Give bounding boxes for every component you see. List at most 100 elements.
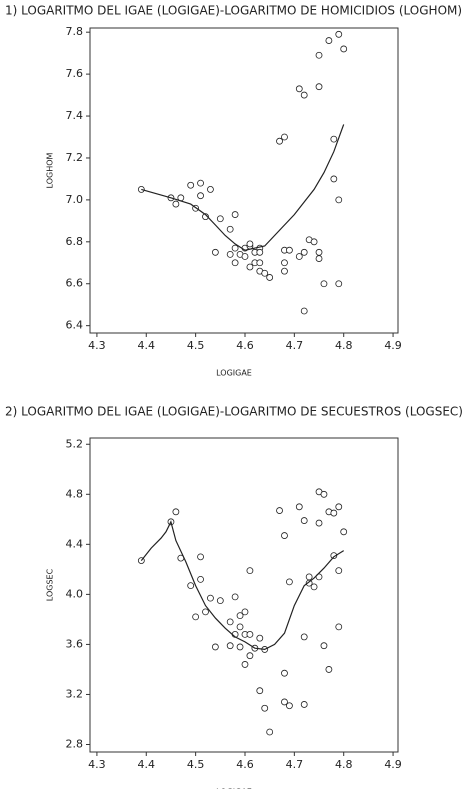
- data-point: [315, 83, 323, 91]
- data-point: [300, 517, 308, 524]
- data-point: [197, 179, 204, 187]
- data-point: [226, 642, 234, 650]
- data-point: [325, 666, 333, 673]
- data-point: [330, 509, 338, 517]
- y-tick-label: 4.0: [66, 587, 84, 600]
- data-point: [211, 643, 219, 651]
- x-axis-label: LOGIGAE: [216, 369, 252, 378]
- data-point: [172, 200, 180, 208]
- data-point: [261, 269, 269, 277]
- data-point: [295, 503, 303, 511]
- data-point: [216, 215, 224, 223]
- y-tick-label: 6.4: [66, 319, 84, 332]
- data-point: [231, 593, 239, 601]
- data-point: [256, 634, 264, 642]
- data-point: [305, 579, 313, 587]
- data-point: [300, 701, 308, 708]
- data-point: [315, 248, 323, 256]
- x-axis-label: LOGIGAE: [216, 788, 252, 789]
- x-tick-label: 4.7: [286, 758, 304, 771]
- y-tick-label: 7.2: [66, 151, 84, 164]
- data-point: [202, 213, 209, 221]
- data-point: [320, 490, 328, 498]
- x-tick-label: 4.3: [88, 339, 106, 352]
- data-point: [241, 253, 249, 260]
- data-point: [236, 643, 244, 651]
- data-point: [320, 642, 328, 650]
- x-tick-label: 4.6: [236, 339, 254, 352]
- data-point: [340, 45, 348, 53]
- data-point: [276, 507, 283, 514]
- data-point: [192, 613, 200, 621]
- data-point: [281, 267, 288, 275]
- x-tick-label: 4.4: [138, 758, 156, 771]
- y-tick-label: 7.4: [66, 109, 84, 122]
- x-tick-label: 4.6: [236, 758, 254, 771]
- data-point: [310, 583, 318, 591]
- data-point: [197, 575, 204, 583]
- y-tick-label: 6.8: [66, 235, 84, 248]
- data-point: [241, 661, 249, 668]
- plot-frame: [89, 27, 399, 334]
- data-point: [246, 567, 254, 575]
- data-point: [172, 508, 180, 516]
- data-point: [300, 633, 308, 641]
- data-point: [335, 280, 343, 288]
- data-point: [295, 253, 303, 260]
- data-point: [202, 608, 209, 616]
- data-point: [281, 669, 288, 677]
- data-point: [266, 728, 274, 736]
- data-point: [226, 250, 234, 258]
- data-point: [300, 91, 308, 99]
- data-point: [246, 631, 254, 638]
- data-point: [310, 238, 318, 246]
- y-tick-label: 2.8: [66, 737, 84, 750]
- data-point: [330, 135, 338, 143]
- data-point: [276, 137, 283, 145]
- data-point: [300, 307, 308, 315]
- data-point: [266, 274, 274, 281]
- data-point: [226, 225, 234, 233]
- chart-title: 1) LOGARITMO DEL IGAE (LOGIGAE)-LOGARITM…: [5, 4, 462, 18]
- data-point: [335, 623, 343, 631]
- data-point: [216, 597, 224, 605]
- data-point: [256, 248, 264, 256]
- y-tick-label: 3.6: [66, 637, 84, 650]
- data-point: [286, 578, 293, 586]
- data-point: [315, 519, 323, 527]
- data-point: [246, 652, 254, 660]
- data-point: [315, 255, 323, 262]
- data-point: [231, 244, 239, 252]
- x-tick-label: 4.8: [335, 758, 353, 771]
- x-tick-label: 4.3: [88, 758, 106, 771]
- data-point: [305, 573, 313, 581]
- data-point: [207, 186, 214, 193]
- smooth-line: [140, 520, 345, 651]
- data-point: [335, 30, 343, 38]
- x-tick-label: 4.8: [335, 339, 353, 352]
- data-point: [231, 211, 239, 218]
- smooth-line: [141, 124, 345, 251]
- data-point: [241, 608, 249, 616]
- data-point: [246, 263, 254, 271]
- data-point: [281, 259, 288, 267]
- data-point: [187, 181, 195, 189]
- y-tick-label: 3.2: [66, 687, 84, 700]
- x-tick-label: 4.9: [384, 758, 402, 771]
- y-tick-label: 6.6: [66, 277, 84, 290]
- data-point: [256, 259, 264, 267]
- chart-title: 2) LOGARITMO DEL IGAE (LOGIGAE)-LOGARITM…: [5, 405, 463, 419]
- data-point: [236, 623, 244, 631]
- data-point: [340, 528, 348, 536]
- data-point: [231, 259, 239, 267]
- data-point: [320, 280, 328, 288]
- data-point: [286, 702, 293, 710]
- y-axis-label: LOGHOM: [46, 152, 55, 188]
- data-point: [330, 175, 338, 183]
- data-point: [236, 612, 244, 620]
- y-tick-label: 5.2: [66, 437, 84, 450]
- data-point: [325, 37, 333, 44]
- x-tick-label: 4.9: [384, 339, 402, 352]
